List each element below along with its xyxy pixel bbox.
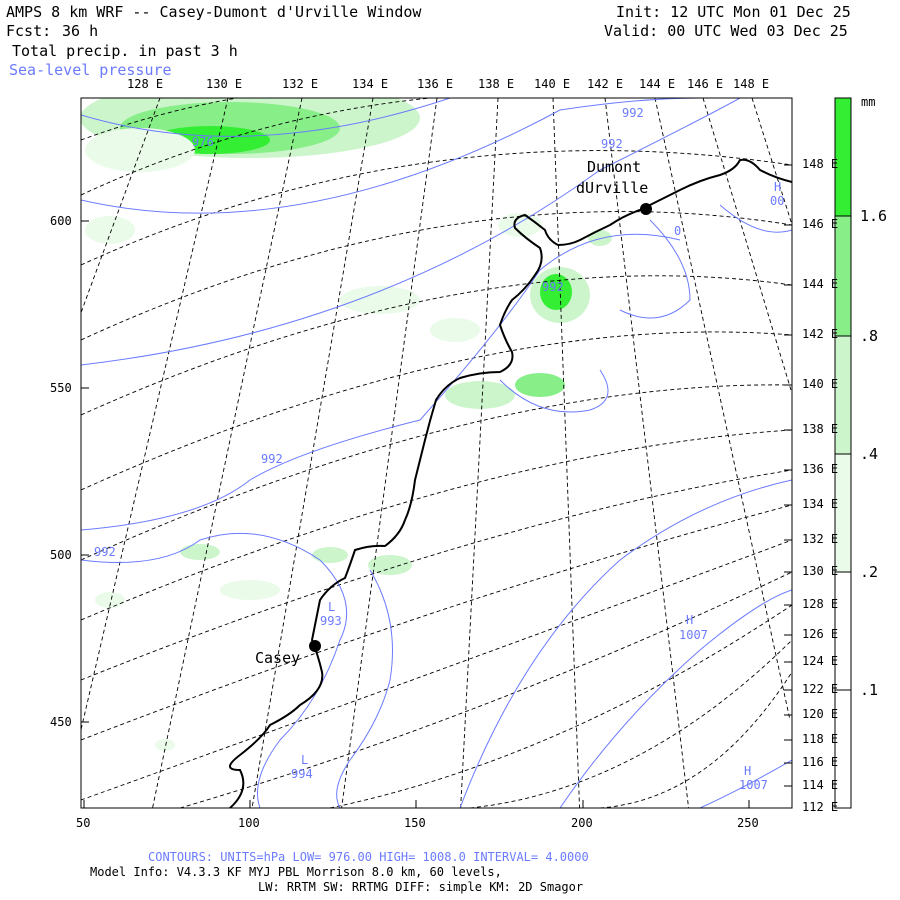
colorbar-band [835,216,851,336]
colorbar-label: .1 [860,681,879,699]
colorbar-band [835,98,851,216]
station-marker-casey [309,640,321,652]
contour-label: 992 [261,452,283,466]
right-lat-label: 146 E [802,217,839,231]
right-lat-label: 144 E [802,277,839,291]
high-pressure-mark: H [686,613,694,627]
right-lat-label: 136 E [802,462,839,476]
top-lon-label: 148 E [733,77,770,91]
contour-info: CONTOURS: UNITS=hPa LOW= 976.00 HIGH= 10… [148,850,589,864]
top-lon-label: 134 E [352,77,389,91]
x-tick-label: 100 [238,816,260,830]
contour-label: 1007 [739,778,768,792]
top-lon-label: 128 E [127,77,164,91]
pressure-contours [81,98,792,808]
right-lat-label: 122 E [802,682,839,696]
station-label-dumont: Dumont [587,158,642,176]
field-description: Total precip. in past 3 h [12,42,238,60]
graticule [81,98,792,808]
model-info: Model Info: V4.3.3 KF MYJ PBL Morrison 8… [90,865,502,879]
top-lon-label: 136 E [417,77,454,91]
contour-label: 976 [192,135,214,149]
contour-label: 992 [542,280,564,294]
precip-shading [81,98,612,751]
x-tick-label: 50 [76,816,91,830]
overlay-description: Sea-level pressure [9,61,172,79]
right-lat-label: 130 E [802,564,839,578]
init-time: Init: 12 UTC Mon 01 Dec 25 [616,3,851,21]
contour-label: 00 [770,194,785,208]
right-lat-label: 126 E [802,627,839,641]
x-tick-label: 150 [404,816,426,830]
right-lat-label: 148 E [802,157,839,171]
top-lon-label: 144 E [639,77,676,91]
colorbar-band [835,572,851,690]
right-lat-label: 140 E [802,377,839,391]
y-tick-label: 450 [50,715,72,729]
map-title: AMPS 8 km WRF -- Casey-Dumont d'Urville … [6,3,422,21]
right-lat-label: 124 E [802,654,839,668]
right-lat-label: 138 E [802,422,839,436]
colorbar-frame [834,97,852,809]
colorbar-label: .4 [860,445,879,463]
station-label-durville: dUrville [576,179,649,197]
x-tick-label: 200 [571,816,593,830]
contour-label: 1007 [679,628,708,642]
low-pressure-mark: L [301,753,309,767]
low-pressure-mark: L [328,600,336,614]
colorbar-unit: mm [861,95,876,109]
top-lon-label: 138 E [478,77,515,91]
right-lat-label: 114 E [802,778,839,792]
right-lat-label: 120 E [802,707,839,721]
colorbar [834,97,852,809]
right-lat-label: 112 E [802,800,839,814]
colorbar-label: 1.6 [860,207,888,225]
top-lon-label: 130 E [206,77,243,91]
right-lat-label: 118 E [802,732,839,746]
contour-label: 992 [622,106,644,120]
colorbar-label: .2 [860,563,879,581]
map-frame [80,97,793,809]
colorbar-band [835,690,851,808]
right-lat-label: 128 E [802,597,839,611]
bottom-axis-ticks [81,220,750,808]
contour-label: 0 [674,224,682,238]
x-tick-label: 250 [737,816,759,830]
y-tick-label: 550 [50,381,72,395]
colorbar-label: .8 [860,327,879,345]
contour-label: 994 [291,767,313,781]
contour-label: 993 [320,614,342,628]
y-tick-label: 600 [50,214,72,228]
colorbar-band [835,336,851,454]
valid-time: Valid: 00 UTC Wed 03 Dec 25 [604,22,848,40]
colorbar-band [835,454,851,572]
right-lat-label: 134 E [802,497,839,511]
contour-label: 992 [94,545,116,559]
top-lon-label: 142 E [587,77,624,91]
forecast-label: Fcst: [6,22,52,40]
right-axis-ticks [784,164,792,809]
coastline [229,158,792,808]
high-pressure-mark: H [744,764,752,778]
right-lat-label: 142 E [802,327,839,341]
top-lon-label: 132 E [282,77,319,91]
contour-label: 992 [601,137,623,151]
station-label-casey: Casey [255,649,301,667]
right-lat-label: 116 E [802,755,839,769]
top-lon-label: 146 E [687,77,724,91]
high-pressure-mark: H [774,180,782,194]
station-marker-dumont-durville [640,203,652,215]
y-tick-label: 500 [50,548,72,562]
right-lat-label: 132 E [802,532,839,546]
top-lon-label: 140 E [534,77,571,91]
forecast-hour: 36 h [62,22,99,40]
physics-info: LW: RRTM SW: RRTMG DIFF: simple KM: 2D S… [258,880,584,894]
